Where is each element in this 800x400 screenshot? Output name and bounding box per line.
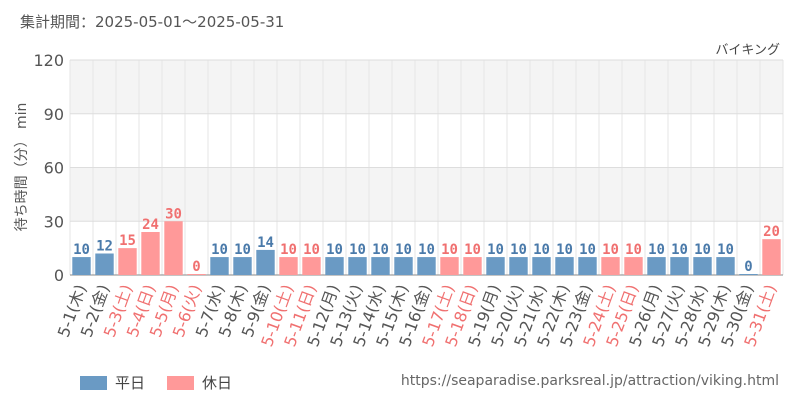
y-axis-label: 待ち時間（分） min [14, 103, 30, 232]
bar [348, 257, 367, 275]
bar [693, 257, 712, 275]
bar [302, 257, 321, 275]
data-label: 14 [257, 235, 274, 251]
data-label: 10 [372, 242, 389, 258]
data-label: 24 [142, 217, 159, 233]
data-label: 10 [326, 242, 343, 258]
data-label: 10 [717, 242, 734, 258]
bar [716, 257, 735, 275]
bar [440, 257, 459, 275]
plot-band [70, 60, 783, 114]
legend-holiday-label: 休日 [202, 374, 233, 392]
data-label: 0 [192, 259, 200, 275]
bar [233, 257, 252, 275]
data-label: 10 [395, 242, 412, 258]
bar [95, 253, 114, 275]
legend-weekday-label: 平日 [115, 374, 146, 392]
bar [210, 257, 229, 275]
bar [624, 257, 643, 275]
data-label: 30 [165, 206, 182, 222]
bar [118, 248, 137, 275]
bar [187, 274, 206, 275]
y-tick-label: 0 [54, 266, 64, 285]
bar [670, 257, 689, 275]
data-label: 10 [648, 242, 665, 258]
plot-band [70, 113, 783, 168]
y-tick-labels: 0 30 60 90 120 [33, 51, 64, 285]
data-label: 10 [510, 242, 527, 258]
legend-holiday-swatch [167, 375, 195, 390]
data-label: 10 [280, 242, 297, 258]
data-label: 10 [211, 242, 228, 258]
source-url[interactable]: https://seaparadise.parksreal.jp/attract… [400, 373, 779, 389]
data-label: 10 [349, 242, 366, 258]
x-tick-labels: 5-1(木)5-2(金)5-3(土)5-4(日)5-5(月)5-6(火)5-7(… [54, 282, 781, 349]
bar [486, 257, 505, 275]
legend-holiday: 休日 [167, 372, 232, 393]
data-label: 10 [602, 242, 619, 258]
bar [739, 274, 758, 275]
bar [647, 257, 666, 275]
wait-time-bar-chart: 10 12 15 24 30 0 10 10 14 10 10 10 10 10 10 10 10 10 10 10 1… [14, 51, 784, 349]
data-label: 10 [464, 242, 481, 258]
y-tick-label: 90 [44, 105, 64, 124]
bar [325, 257, 344, 275]
bar [463, 257, 482, 275]
bars [72, 221, 781, 275]
plot-band [70, 167, 783, 222]
bar [762, 239, 781, 275]
bar [417, 257, 436, 275]
y-tick-label: 30 [44, 212, 64, 231]
data-label: 10 [671, 242, 688, 258]
data-label: 0 [744, 259, 752, 275]
bar [578, 257, 597, 275]
data-label: 10 [533, 242, 550, 258]
bar [164, 221, 183, 275]
legend-weekday-swatch [80, 375, 107, 390]
data-label: 12 [96, 239, 113, 255]
grid-lines [69, 59, 784, 276]
bar [532, 257, 551, 275]
attraction-name: バイキング [715, 43, 780, 58]
bar [394, 257, 413, 275]
data-label: 10 [694, 242, 711, 258]
data-label: 10 [234, 242, 251, 258]
data-label: 10 [441, 242, 458, 258]
bar [601, 257, 620, 275]
y-tick-label: 120 [33, 51, 64, 70]
bar [256, 249, 275, 275]
data-label: 10 [303, 242, 320, 258]
data-label: 10 [579, 242, 596, 258]
data-label: 10 [625, 242, 642, 258]
bar [141, 232, 160, 275]
data-label: 10 [487, 242, 504, 258]
data-label: 10 [556, 242, 573, 258]
data-labels: 10 12 15 24 30 0 10 10 14 10 10 10 10 10 10 10 10 10 10 10 1… [73, 206, 780, 275]
y-tick-label: 60 [44, 159, 64, 178]
data-label: 10 [418, 242, 435, 258]
legend-weekday: 平日 [80, 372, 145, 393]
period-label: 集計期間：2025-05-01～2025-05-31 [20, 13, 285, 31]
data-label: 20 [763, 224, 780, 240]
bar [279, 257, 298, 275]
data-label: 10 [73, 242, 90, 258]
legend: 平日 休日 [80, 372, 254, 393]
bar [371, 257, 390, 275]
bar [509, 257, 528, 275]
bar [72, 257, 91, 275]
bar [555, 257, 574, 275]
data-label: 15 [119, 233, 136, 249]
